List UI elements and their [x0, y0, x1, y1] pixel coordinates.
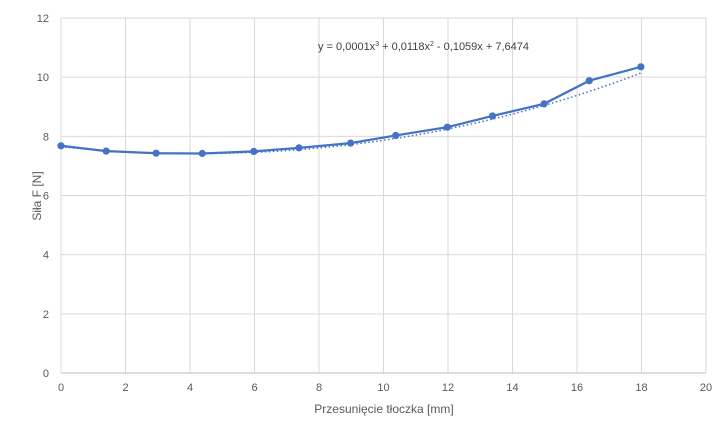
- data-point: [585, 77, 593, 85]
- data-point: [540, 100, 548, 108]
- x-tick-label: 8: [316, 382, 322, 394]
- tick-labels: 0 2 4 6 8 10 12 14 16 18 20 0 2 4 6 8 10 12: [37, 13, 712, 394]
- data-point: [152, 149, 160, 157]
- y-tick-label: 10: [37, 72, 49, 84]
- data-point: [102, 147, 110, 155]
- x-tick-label: 4: [187, 382, 193, 394]
- y-tick-label: 4: [43, 250, 49, 262]
- x-tick-label: 2: [122, 382, 128, 394]
- x-tick-label: 18: [635, 382, 647, 394]
- x-tick-label: 16: [571, 382, 583, 394]
- grid: [60, 17, 707, 374]
- data-point: [250, 147, 258, 156]
- data-point: [198, 149, 206, 158]
- x-tick-label: 10: [377, 382, 389, 394]
- trendline-equation: y = 0,0001x3 + 0,0118x2 - 0,1059x + 7,64…: [318, 41, 529, 53]
- data-point: [295, 144, 303, 152]
- x-tick-label: 20: [700, 382, 712, 394]
- y-tick-label: 8: [43, 131, 49, 143]
- data-point: [488, 112, 497, 120]
- data-points: [57, 63, 645, 158]
- data-point: [57, 142, 65, 150]
- y-axis-title: Siła F [N]: [30, 171, 44, 220]
- y-tick-label: 0: [43, 368, 49, 380]
- x-axis-title: Przesunięcie tłoczka [mm]: [314, 402, 453, 416]
- data-point: [392, 131, 400, 140]
- x-tick-label: 0: [58, 382, 64, 394]
- data-point: [347, 139, 355, 147]
- x-tick-label: 6: [251, 382, 257, 394]
- y-tick-label: 2: [43, 309, 49, 321]
- y-tick-label: 12: [37, 13, 49, 25]
- x-tick-label: 12: [442, 382, 454, 394]
- data-point: [637, 63, 645, 71]
- x-tick-label: 14: [506, 382, 518, 394]
- y-tick-label: 6: [43, 191, 49, 203]
- data-point: [443, 123, 451, 131]
